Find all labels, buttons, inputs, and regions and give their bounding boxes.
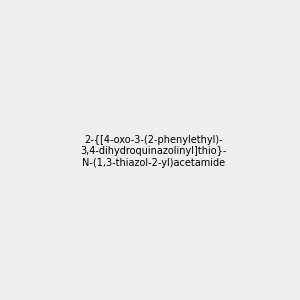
Text: 2-{[4-oxo-3-(2-phenylethyl)-
3,4-dihydroquinazolinyl]thio}-
N-(1,3-thiazol-2-yl): 2-{[4-oxo-3-(2-phenylethyl)- 3,4-dihydro… — [81, 135, 227, 168]
